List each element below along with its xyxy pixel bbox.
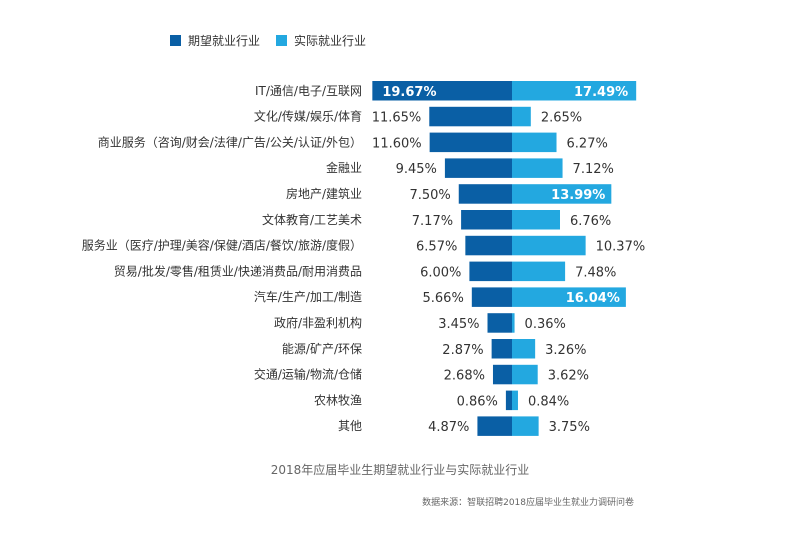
category-label: 其他 [338, 419, 362, 433]
category-label: 汽车/生产/加工/制造 [254, 289, 362, 304]
value-label-actual: 16.04% [566, 291, 620, 306]
bar-actual [512, 416, 539, 436]
bar-expected [461, 210, 512, 230]
bar-expected [487, 313, 512, 333]
bar-actual [512, 184, 612, 204]
legend: 期望就业行业 实际就业行业 [170, 33, 366, 48]
category-label: 金融业 [326, 160, 362, 175]
category-label: 房地产/建筑业 [286, 186, 362, 201]
bar-actual [512, 106, 531, 127]
value-label-expected: 5.66% [423, 291, 464, 306]
value-label-actual: 6.27% [567, 136, 608, 151]
value-label-expected: 3.45% [438, 317, 479, 332]
legend-label-actual: 实际就业行业 [294, 33, 366, 48]
category-label: IT/通信/电子/互联网 [255, 84, 362, 98]
bar-actual [512, 132, 557, 153]
value-label-expected: 9.45% [396, 162, 437, 177]
value-label-expected: 19.67% [382, 85, 436, 100]
category-label: 文体教育/工艺美术 [262, 212, 362, 227]
value-label-expected: 0.86% [457, 394, 498, 409]
bar-expected [477, 416, 512, 436]
category-label: 服务业（医疗/护理/美容/保健/酒店/餐饮/旅游/度假） [82, 238, 362, 253]
value-label-actual: 0.84% [528, 394, 569, 409]
bar-expected [492, 364, 512, 385]
bar-expected [491, 339, 512, 359]
bar-expected [458, 184, 512, 204]
value-label-actual: 2.65% [541, 111, 582, 126]
value-label-actual: 17.49% [574, 85, 628, 100]
value-label-expected: 7.50% [409, 188, 450, 203]
value-label-expected: 2.68% [444, 369, 485, 384]
category-label: 农林牧渔 [314, 393, 362, 407]
value-label-actual: 7.12% [573, 162, 614, 177]
bar-actual [512, 235, 586, 256]
value-label-expected: 6.57% [416, 240, 457, 255]
legend-label-expected: 期望就业行业 [188, 34, 260, 48]
category-label: 能源/矿产/环保 [282, 342, 362, 356]
bar-expected [505, 390, 512, 411]
legend-swatch-expected [170, 35, 181, 46]
category-label: 政府/非盈利机构 [274, 315, 362, 330]
value-label-expected: 11.65% [372, 111, 422, 126]
value-label-actual: 10.37% [596, 240, 646, 255]
chart-source: 数据来源：智联招聘2018应届毕业生就业力调研问卷 [422, 496, 634, 508]
bar-actual [512, 261, 566, 282]
category-label: 贸易/批发/零售/租赁业/快递消费品/耐用消费品 [114, 263, 362, 278]
legend-swatch-actual [276, 35, 287, 46]
bar-expected [444, 158, 512, 178]
bar-actual [512, 339, 536, 359]
value-label-expected: 2.87% [442, 343, 483, 358]
bar-expected [471, 287, 512, 307]
plot-area: IT/通信/电子/互联网 19.67% 17.49% 文化/传媒/娱乐/体育 11.65… [82, 81, 646, 436]
value-label-actual: 7.48% [575, 265, 616, 280]
category-label: 文化/传媒/娱乐/体育 [254, 109, 362, 124]
bar-expected [469, 261, 512, 282]
value-label-expected: 11.60% [372, 136, 422, 151]
bar-actual [512, 81, 637, 101]
bar-actual [512, 364, 538, 385]
bar-actual [512, 210, 560, 230]
bar-expected [465, 235, 512, 256]
bar-actual [512, 287, 626, 307]
bar-expected [429, 106, 512, 127]
bar-actual [512, 390, 518, 411]
value-label-actual: 0.36% [525, 317, 566, 332]
value-label-actual: 3.75% [549, 420, 590, 435]
value-label-expected: 7.17% [412, 214, 453, 229]
value-label-expected: 4.87% [428, 420, 469, 435]
value-label-actual: 3.26% [545, 343, 586, 358]
bar-actual [512, 313, 515, 333]
value-label-actual: 6.76% [570, 214, 611, 229]
value-label-expected: 6.00% [420, 265, 461, 280]
value-label-actual: 13.99% [551, 188, 605, 203]
chart-title: 2018年应届毕业生期望就业行业与实际就业行业 [271, 462, 530, 477]
bar-expected [372, 81, 512, 101]
category-label: 商业服务（咨询/财会/法律/广告/公关/认证/外包） [98, 134, 362, 149]
bar-expected [429, 132, 512, 153]
category-label: 交通/运输/物流/仓储 [254, 367, 362, 382]
bar-actual [512, 158, 563, 178]
value-label-actual: 3.62% [548, 369, 589, 384]
